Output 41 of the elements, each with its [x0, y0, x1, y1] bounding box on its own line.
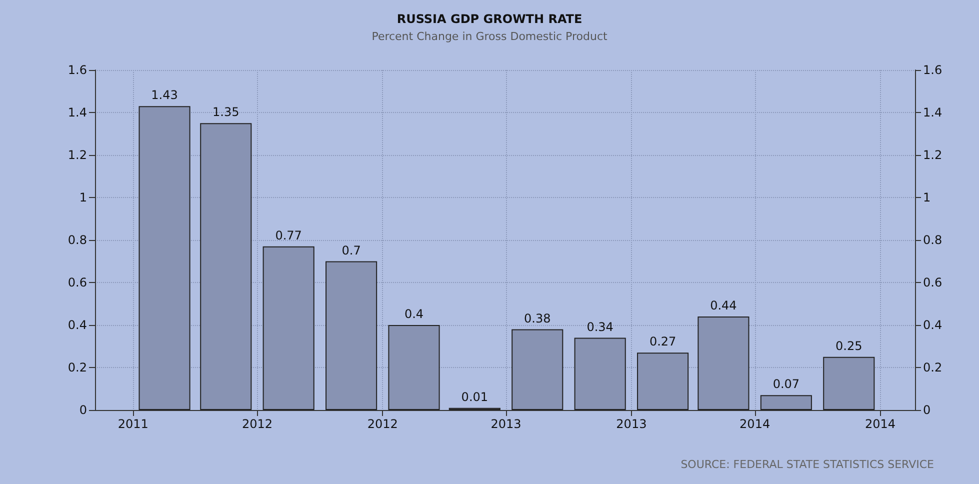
chart-title: RUSSIA GDP GROWTH RATE [396, 12, 582, 26]
y2-tick-label: 1.4 [923, 106, 942, 120]
y-tick-label: 0 [79, 403, 87, 417]
data-label: 0.07 [772, 377, 800, 392]
y2-tick-label: 0 [923, 403, 931, 417]
x-tick-label: 2014 [740, 417, 770, 431]
y-tick-label: 1 [79, 190, 87, 204]
x-tick-label: 2012 [367, 417, 398, 431]
y-tick-label: 0.4 [68, 318, 87, 332]
x-tick-label: 2012 [242, 417, 272, 431]
y2-tick-label: 0.6 [923, 276, 942, 290]
y-tick-label: 0.6 [68, 276, 87, 290]
y2-tick-label: 0.4 [923, 318, 942, 332]
x-tick-label: 2011 [118, 417, 148, 431]
y-tick-label: 1.2 [68, 148, 87, 162]
x-tick-label: 2013 [490, 417, 522, 431]
data-label: 1.35 [212, 105, 240, 120]
y2-tick-label: 1 [923, 190, 931, 204]
data-label: 0.7 [342, 243, 361, 258]
data-label: 0.34 [586, 320, 614, 334]
y-tick-label: 1.6 [68, 63, 87, 77]
y2-tick-label: 1.2 [923, 148, 942, 162]
data-label: 1.43 [151, 88, 178, 102]
x-tick-label: 2013 [616, 417, 647, 431]
y-tick-label: 0.8 [68, 233, 87, 247]
y-tick-label: 1.4 [68, 106, 87, 120]
data-label: 0.25 [836, 338, 862, 353]
y2-tick-label: 0.8 [923, 233, 942, 247]
data-label: 0.4 [404, 307, 424, 321]
chart-subtitle: Percent Change in Gross Domestic Product [372, 30, 608, 43]
y2-tick-label: 1.6 [923, 63, 942, 77]
data-label: 0.44 [710, 298, 737, 312]
y2-tick-label: 0.2 [923, 360, 942, 374]
data-label: 0.77 [275, 228, 302, 242]
y-tick-label: 0.2 [68, 360, 87, 374]
data-label: 0.01 [461, 390, 488, 404]
data-label: 0.38 [524, 311, 551, 326]
x-tick-label: 2014 [864, 417, 896, 431]
source-note: SOURCE: FEDERAL STATE STATISTICS SERVICE [680, 458, 934, 471]
data-label: 0.27 [649, 334, 676, 349]
bar [760, 395, 812, 410]
